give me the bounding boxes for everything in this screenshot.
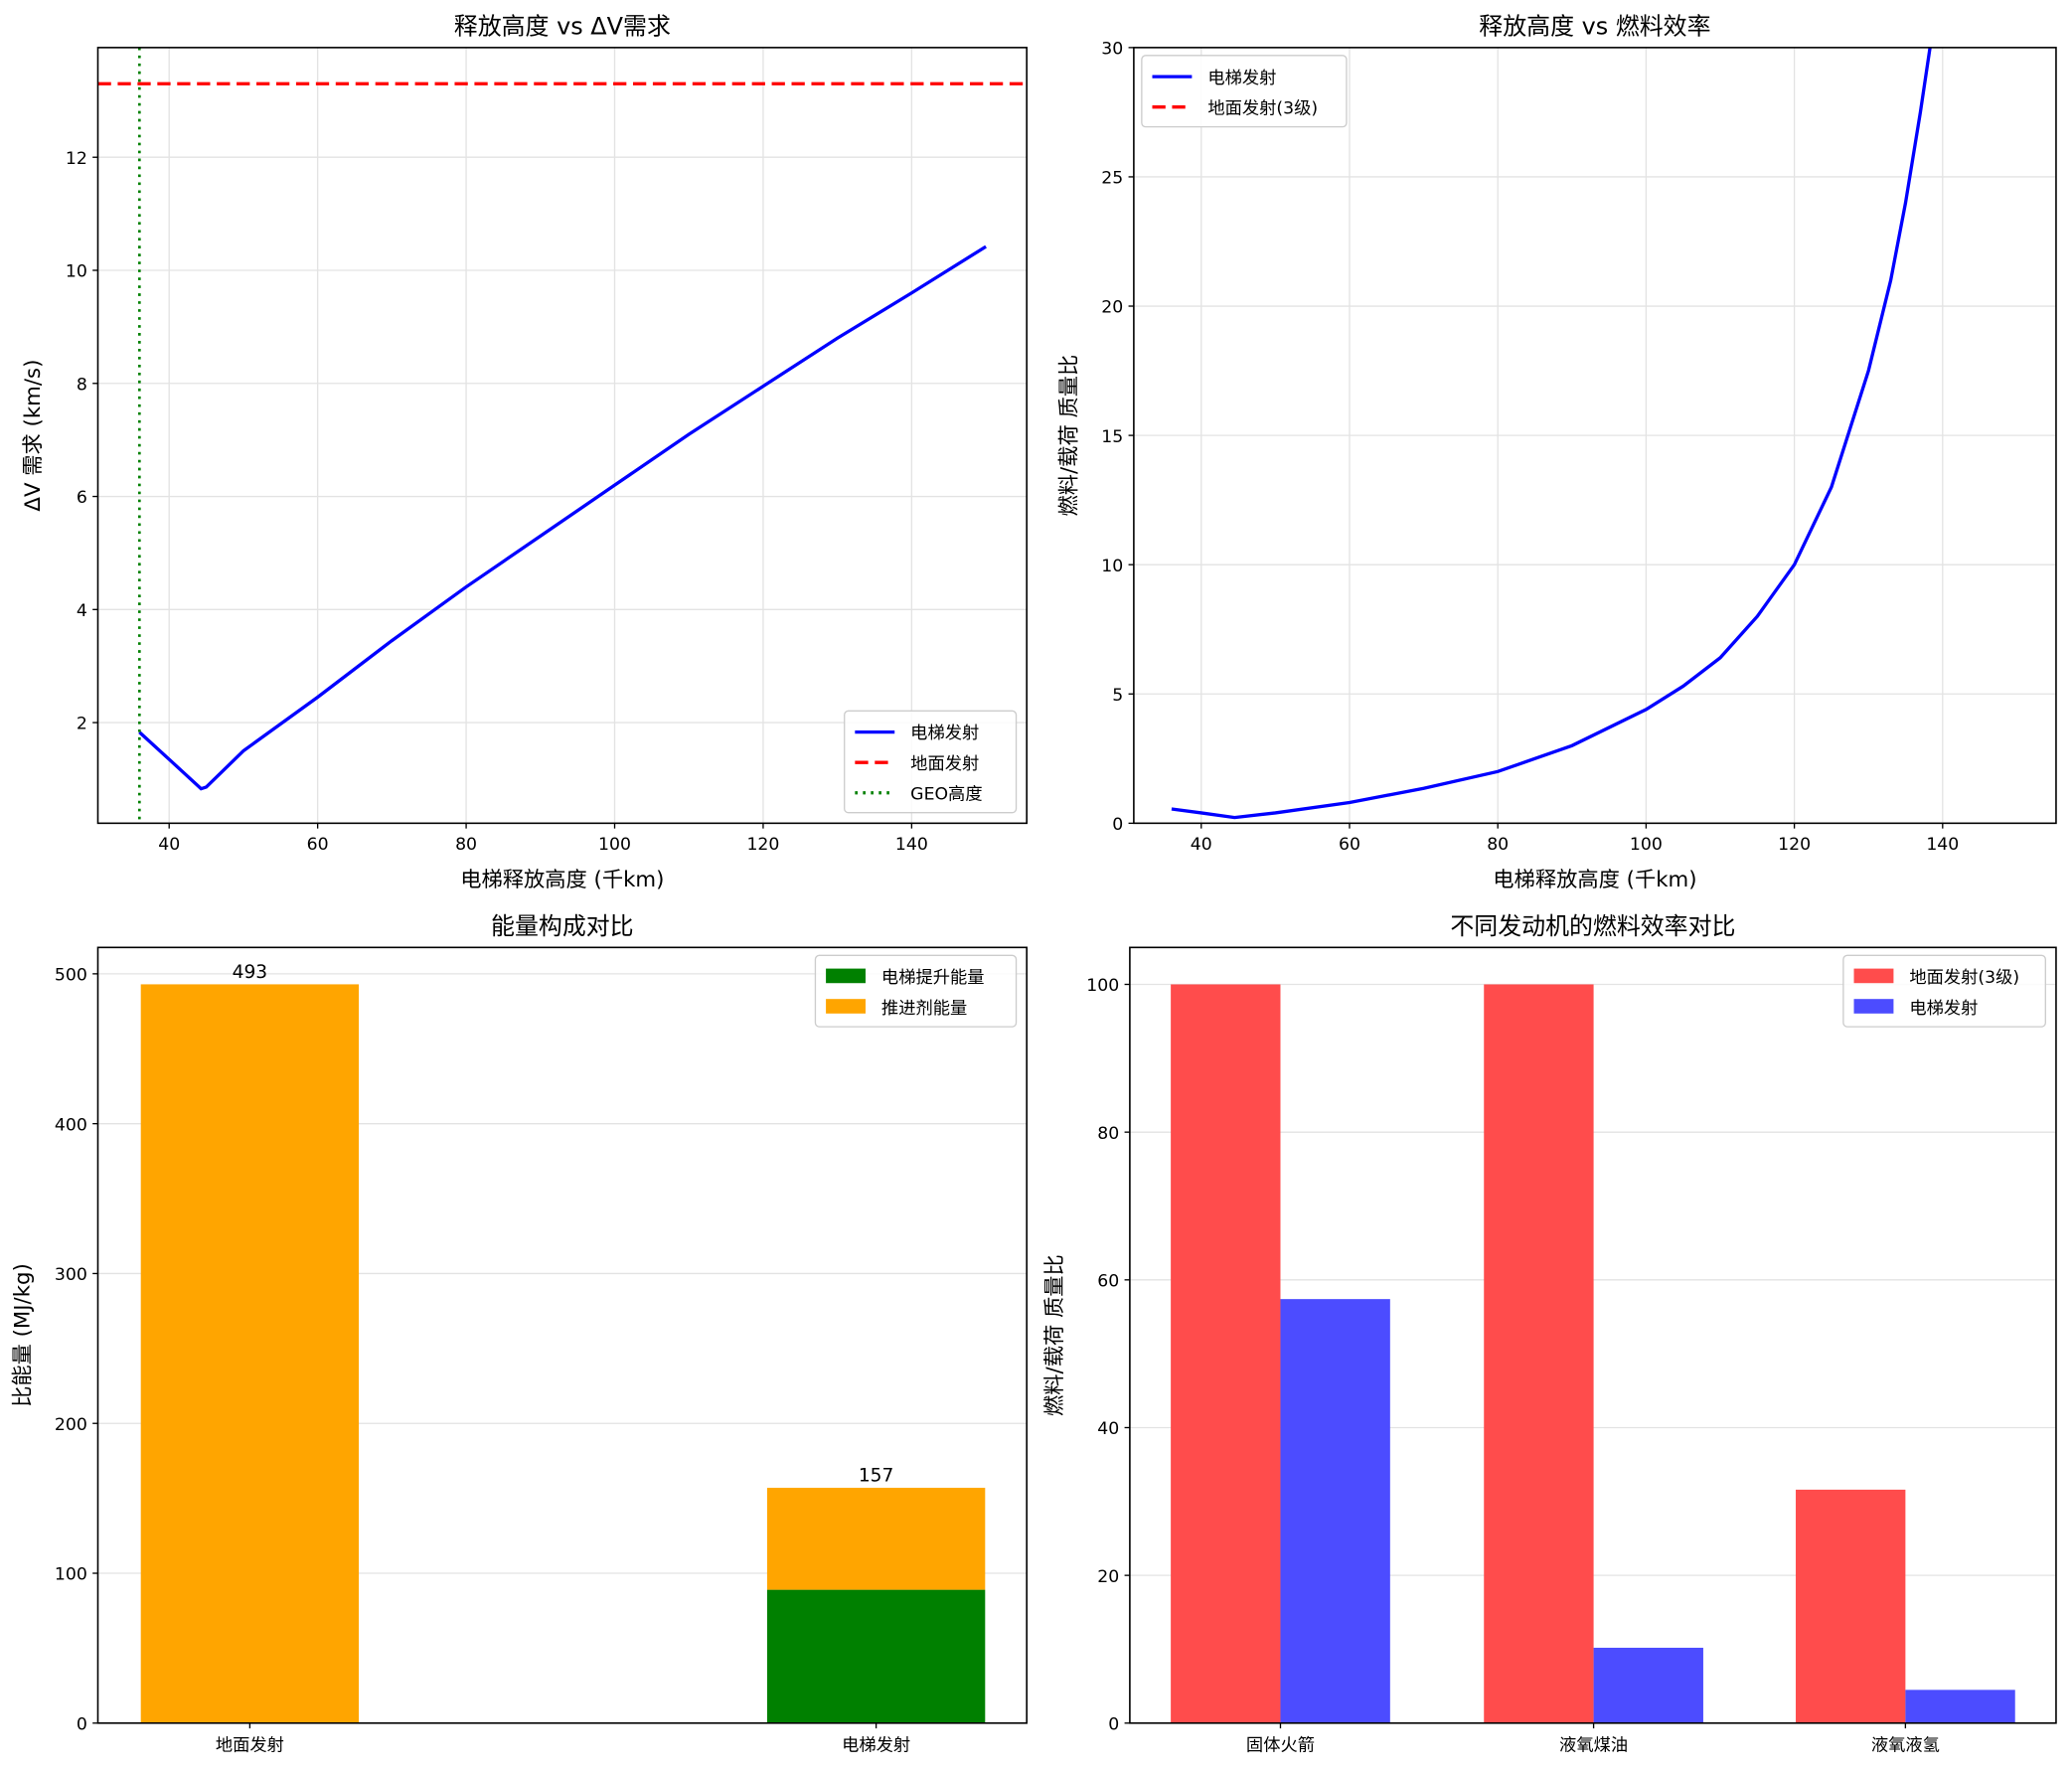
y-tick-label: 10 bbox=[1101, 557, 1123, 576]
y-tick-label: 6 bbox=[77, 488, 87, 508]
y-tick-label: 200 bbox=[55, 1415, 87, 1435]
y-tick-label: 0 bbox=[1112, 815, 1123, 835]
y-tick-label: 8 bbox=[77, 375, 87, 395]
bar-1-1 bbox=[1593, 1647, 1703, 1723]
legend-label: 地面发射 bbox=[910, 754, 979, 774]
legend-label: 电梯发射 bbox=[1909, 999, 1978, 1019]
x-tick-label: 140 bbox=[895, 835, 928, 855]
y-tick-label: 5 bbox=[1112, 686, 1123, 706]
legend-label: 推进剂能量 bbox=[881, 999, 967, 1019]
bar-0-2 bbox=[1796, 1489, 1906, 1723]
bar-0-1 bbox=[1484, 984, 1594, 1723]
x-tick-label: 80 bbox=[1487, 835, 1509, 855]
y-tick-label: 30 bbox=[1101, 40, 1123, 60]
x-axis-label: 电梯释放高度 (千km) bbox=[460, 868, 664, 892]
y-tick-label: 300 bbox=[55, 1265, 87, 1285]
chart-title: 释放高度 vs 燃料效率 bbox=[1479, 13, 1710, 41]
chart-1: 2 4 6 8 10 12 40 60 80 100 120 140 释放高度 vs ΔV需求电梯释放高… bbox=[21, 13, 1028, 892]
y-tick-label: 80 bbox=[1097, 1124, 1119, 1144]
bar-0-0 bbox=[1171, 984, 1281, 1723]
y-axis-label: ΔV 需求 (km/s) bbox=[21, 360, 46, 512]
legend-label: GEO高度 bbox=[910, 784, 982, 804]
y-tick-label: 500 bbox=[55, 966, 87, 986]
axes-frame bbox=[96, 47, 1028, 825]
y-tick-label: 25 bbox=[1101, 169, 1123, 189]
legend-box bbox=[1141, 55, 1348, 128]
legend-swatch bbox=[1853, 999, 1894, 1014]
y-tick-label: 10 bbox=[66, 262, 87, 282]
bar-total-label: 493 bbox=[233, 962, 268, 983]
series-line-0 bbox=[138, 244, 987, 791]
bar-1-2 bbox=[1905, 1690, 2015, 1723]
x-axis-label: 电梯释放高度 (千km) bbox=[1493, 868, 1696, 892]
chart-title: 不同发动机的燃料效率对比 bbox=[1450, 912, 1735, 940]
chart-title: 能量构成对比 bbox=[491, 912, 634, 940]
x-tick-label: 100 bbox=[598, 835, 631, 855]
legend-label: 电梯发射 bbox=[1207, 69, 1276, 88]
x-tick-label: 100 bbox=[1630, 835, 1663, 855]
y-axis-label: 燃料/载荷 质量比 bbox=[1042, 1254, 1067, 1416]
x-tick-label: 固体火箭 bbox=[1246, 1736, 1315, 1756]
x-tick-label: 液氧煤油 bbox=[1559, 1736, 1628, 1756]
axes-frame bbox=[96, 946, 1028, 1724]
legend-label: 电梯发射 bbox=[910, 724, 979, 743]
x-tick-label: 40 bbox=[158, 835, 180, 855]
legend: 地面发射(3级) 电梯发射 bbox=[1842, 954, 2046, 1028]
chart-2: 0 5 10 15 20 25 30 40 60 80 100 120 140 释放高度 vs 燃料效率电… bbox=[1056, 13, 2057, 892]
y-axis-label: 比能量 (MJ/kg) bbox=[10, 1263, 35, 1407]
chart-title: 释放高度 vs ΔV需求 bbox=[454, 13, 671, 41]
legend-swatch bbox=[826, 999, 866, 1014]
series-line-0 bbox=[1171, 47, 1932, 820]
y-tick-label: 4 bbox=[77, 601, 87, 621]
chart-3: 0 100 200 300 400 500 地面发射 电梯发射 493 157 能量构成对比比能量 … bbox=[10, 912, 1028, 1756]
legend-label: 地面发射(3级) bbox=[1909, 968, 2019, 988]
y-tick-label: 2 bbox=[77, 715, 87, 734]
axes-frame bbox=[1133, 47, 2057, 825]
bar-total-label: 157 bbox=[859, 1465, 894, 1486]
x-tick-label: 60 bbox=[307, 835, 329, 855]
y-tick-label: 20 bbox=[1101, 298, 1123, 318]
legend-label: 电梯提升能量 bbox=[881, 968, 985, 988]
x-tick-label: 140 bbox=[1926, 835, 1959, 855]
bar-0-1 bbox=[766, 1589, 986, 1723]
legend-swatch bbox=[1853, 968, 1894, 984]
bar-1-0 bbox=[1280, 1299, 1390, 1723]
legend-box bbox=[1842, 954, 2046, 1028]
x-tick-label: 120 bbox=[1778, 835, 1811, 855]
legend-swatch bbox=[826, 968, 866, 984]
legend-box bbox=[844, 710, 1018, 814]
y-tick-label: 400 bbox=[55, 1115, 87, 1135]
x-tick-label: 液氧液氢 bbox=[1871, 1736, 1940, 1756]
x-tick-label: 120 bbox=[746, 835, 779, 855]
axes-frame bbox=[1129, 946, 2057, 1724]
y-tick-label: 40 bbox=[1097, 1419, 1119, 1439]
y-tick-label: 100 bbox=[1086, 976, 1119, 996]
y-tick-label: 15 bbox=[1101, 427, 1123, 447]
y-tick-label: 12 bbox=[66, 149, 87, 169]
y-tick-label: 60 bbox=[1097, 1271, 1119, 1291]
y-tick-label: 100 bbox=[55, 1565, 87, 1585]
bar-1-1 bbox=[766, 1488, 986, 1590]
x-tick-label: 60 bbox=[1339, 835, 1360, 855]
x-tick-label: 80 bbox=[455, 835, 477, 855]
x-tick-label: 电梯发射 bbox=[842, 1736, 910, 1756]
x-tick-label: 40 bbox=[1191, 835, 1212, 855]
x-tick-label: 地面发射 bbox=[216, 1736, 284, 1756]
y-tick-label: 0 bbox=[77, 1714, 87, 1734]
y-tick-label: 0 bbox=[1108, 1714, 1119, 1734]
y-tick-label: 20 bbox=[1097, 1567, 1119, 1587]
y-axis-label: 燃料/载荷 质量比 bbox=[1056, 355, 1081, 517]
bar-1-0 bbox=[140, 984, 360, 1723]
chart-4: 0 20 40 60 80 100 固体火箭 液氧煤油 液氧液氢 不同发动机的燃料效率对比燃料/载… bbox=[1042, 912, 2057, 1756]
legend-label: 地面发射(3级) bbox=[1207, 98, 1318, 118]
